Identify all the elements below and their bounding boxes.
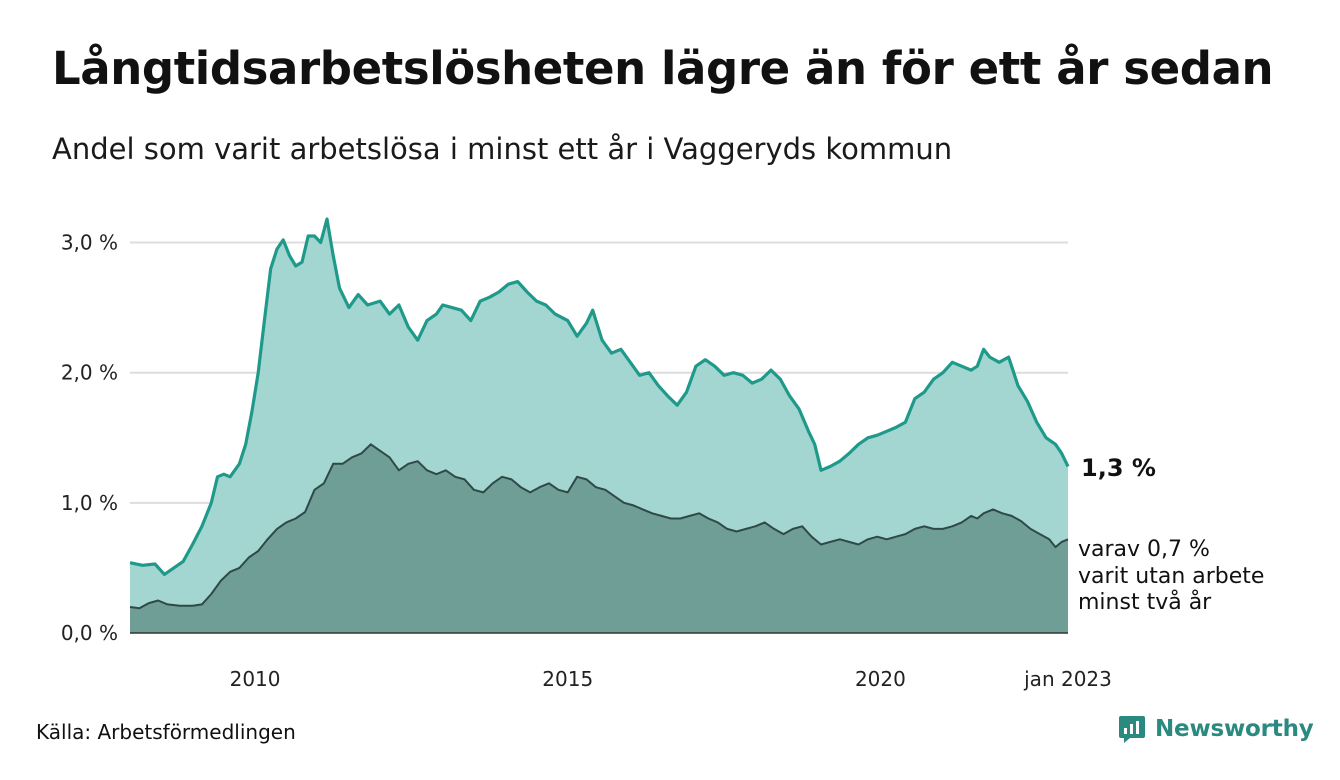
line-over_two_years (129, 443, 1069, 610)
end-label-total: 1,3 % (1081, 454, 1156, 482)
chart-title: Långtidsarbetslösheten lägre än för ett … (52, 42, 1274, 95)
y-axis-ticks: 0,0 % 1,0 % 2,0 % 3,0 % (61, 231, 118, 645)
end-label-line: varit utan arbete (1078, 564, 1264, 589)
end-label-line: minst två år (1078, 589, 1212, 615)
end-labels: 1,3 % varav 0,7 % varit utan arbete mins… (1078, 454, 1271, 615)
line-total (129, 217, 1070, 576)
newsworthy-logo-icon (1119, 716, 1145, 743)
x-axis-ticks: 2010 2015 2020 jan 2023 (230, 667, 1112, 691)
x-tick-label: jan 2023 (1023, 667, 1112, 691)
y-tick-label: 0,0 % (61, 621, 118, 645)
brand-name: Newsworthy (1155, 716, 1314, 742)
source-credit: Källa: Arbetsförmedlingen (36, 720, 296, 744)
y-tick-label: 1,0 % (61, 491, 118, 515)
x-tick-label: 2020 (855, 667, 906, 691)
x-tick-label: 2010 (230, 667, 281, 691)
area-over_two_years (130, 444, 1068, 633)
chart-areas (129, 217, 1070, 633)
y-tick-label: 2,0 % (61, 361, 118, 385)
brand-logo: Newsworthy (1118, 714, 1314, 744)
x-tick-label: 2015 (542, 667, 593, 691)
chart-subtitle: Andel som varit arbetslösa i minst ett å… (52, 132, 953, 166)
end-label-line: varav 0,7 % (1078, 537, 1210, 562)
end-label-over-two-years: varav 0,7 % varit utan arbete minst två … (1078, 537, 1271, 615)
y-tick-label: 3,0 % (61, 231, 118, 255)
